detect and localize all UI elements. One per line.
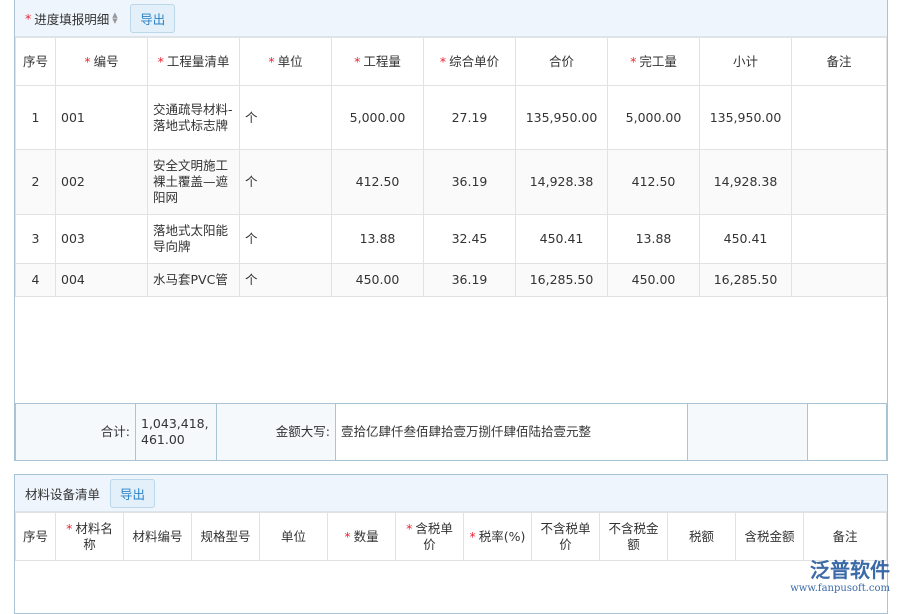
table-cell: 水马套PVC管: [147, 263, 240, 297]
materials-title: 材料设备清单: [25, 486, 101, 502]
table-cell: 36.19: [423, 263, 516, 297]
table-cell: [791, 214, 887, 264]
table-cell: [791, 85, 887, 150]
progress-toolbar: * 进度填报明细 ▲ ▼ 导出: [15, 0, 887, 37]
column-header: * 工程量清单: [147, 37, 240, 86]
column-header: 备注: [803, 512, 887, 561]
table-cell: 5,000.00: [331, 85, 424, 150]
table-cell: 36.19: [423, 149, 516, 215]
materials-toolbar: 材料设备清单 导出: [15, 475, 887, 512]
progress-title: 进度填报明细: [34, 11, 110, 27]
table-cell: 001: [55, 85, 148, 150]
table-row[interactable]: 2 002 安全文明施工裸土覆盖—遮阳网个 412.50 36.19 14,928.38 4…: [15, 149, 887, 215]
table-cell: 16,285.50: [515, 263, 608, 297]
column-header: 规格型号: [191, 512, 260, 561]
column-header: 小计: [699, 37, 792, 86]
column-header: * 单位: [239, 37, 332, 86]
table-cell: 412.50: [331, 149, 424, 215]
table-cell: 450.41: [699, 214, 792, 264]
table-cell: 5,000.00: [607, 85, 700, 150]
table-cell: 450.00: [331, 263, 424, 297]
column-header: 合价: [515, 37, 608, 86]
column-header: * 编号: [55, 37, 148, 86]
table-cell: 16,285.50: [699, 263, 792, 297]
materials-panel: 材料设备清单 导出 序号 * 材料名称 材料编号 规格型号 单位 * 数量 * 含税单价 * 税率(%…: [14, 474, 888, 614]
column-header: * 工程量: [331, 37, 424, 86]
column-header: 备注: [791, 37, 887, 86]
table-cell: 002: [55, 149, 148, 215]
table-cell: 4: [15, 263, 56, 297]
column-header: * 税率(%): [463, 512, 532, 561]
table-cell: 412.50: [607, 149, 700, 215]
column-header: * 材料名称: [55, 512, 124, 561]
table-cell: 14,928.38: [515, 149, 608, 215]
column-header: 不含税单价: [531, 512, 600, 561]
table-cell: 2: [15, 149, 56, 215]
table-cell: [791, 149, 887, 215]
table-cell: 14,928.38: [699, 149, 792, 215]
column-header: 不含税金额: [599, 512, 668, 561]
sort-icon[interactable]: ▲ ▼: [112, 11, 118, 25]
column-header: * 综合单价: [423, 37, 516, 86]
table-cell: 450.41: [515, 214, 608, 264]
table-cell: 004: [55, 263, 148, 297]
table-cell: [791, 263, 887, 297]
column-header: 单位: [259, 512, 328, 561]
table-cell: 13.88: [331, 214, 424, 264]
column-header: 序号: [15, 37, 56, 86]
column-header: * 含税单价: [395, 512, 464, 561]
column-header: 序号: [15, 512, 56, 561]
amount-words: 壹拾亿肆仟叁佰肆拾壹万捌仟肆佰陆拾壹元整: [335, 403, 688, 460]
table-cell: 1: [15, 85, 56, 150]
table-cell: 450.00: [607, 263, 700, 297]
table-cell: 3: [15, 214, 56, 264]
materials-table: 序号 * 材料名称 材料编号 规格型号 单位 * 数量 * 含税单价 * 税率(%) 不含税单价 不含税金…: [15, 512, 887, 561]
table-cell: 落地式太阳能导向牌: [147, 214, 240, 264]
table-cell: 个: [239, 263, 332, 297]
totals-row: 合计: 1,043,418,461.00 金额大写: 壹拾亿肆仟叁佰肆拾壹万捌仟…: [15, 403, 887, 460]
table-cell: 交通疏导材料-落地式标志牌: [147, 85, 240, 150]
table-row[interactable]: 1 001 交通疏导材料-落地式标志牌个 5,000.00 27.19 135,950.0…: [15, 85, 887, 150]
column-header: 税额: [667, 512, 736, 561]
table-cell: 个: [239, 85, 332, 150]
export-button[interactable]: 导出: [130, 3, 176, 33]
table-cell: 27.19: [423, 85, 516, 150]
table-cell: 安全文明施工裸土覆盖—遮阳网: [147, 149, 240, 215]
materials-export-button[interactable]: 导出: [110, 478, 156, 508]
table-row[interactable]: 3 003 落地式太阳能导向牌个 13.88 32.45 450.41 13.88 450.4…: [15, 214, 887, 264]
table-cell: 个: [239, 149, 332, 215]
column-header: 材料编号: [123, 512, 192, 561]
table-cell: 135,950.00: [699, 85, 792, 150]
column-header: 含税金额: [735, 512, 804, 561]
total-value: 1,043,418,461.00: [135, 403, 217, 460]
column-header: * 数量: [327, 512, 396, 561]
table-cell: 135,950.00: [515, 85, 608, 150]
table-cell: 个: [239, 214, 332, 264]
table-cell: 003: [55, 214, 148, 264]
table-cell: 32.45: [423, 214, 516, 264]
table-cell: 13.88: [607, 214, 700, 264]
watermark-logo: 泛普软件 www.fanpusoft.com: [790, 558, 890, 594]
progress-table: 序号 * 编号 * 工程量清单 * 单位 * 工程量 * 综合单价 合价 * 完工量 小计 备注 1 001 交通疏…: [15, 37, 887, 297]
table-row[interactable]: 4 004 水马套PVC管个 450.00 36.19 16,285.50 450.00 16…: [15, 263, 887, 297]
amount-words-label: 金额大写:: [216, 403, 336, 460]
total-label: 合计:: [15, 403, 136, 460]
progress-panel: * 进度填报明细 ▲ ▼ 导出 序号 * 编号 * 工程量清单 * 单位 * 工程量 * 综合单价 合价…: [14, 0, 888, 461]
column-header: * 完工量: [607, 37, 700, 86]
